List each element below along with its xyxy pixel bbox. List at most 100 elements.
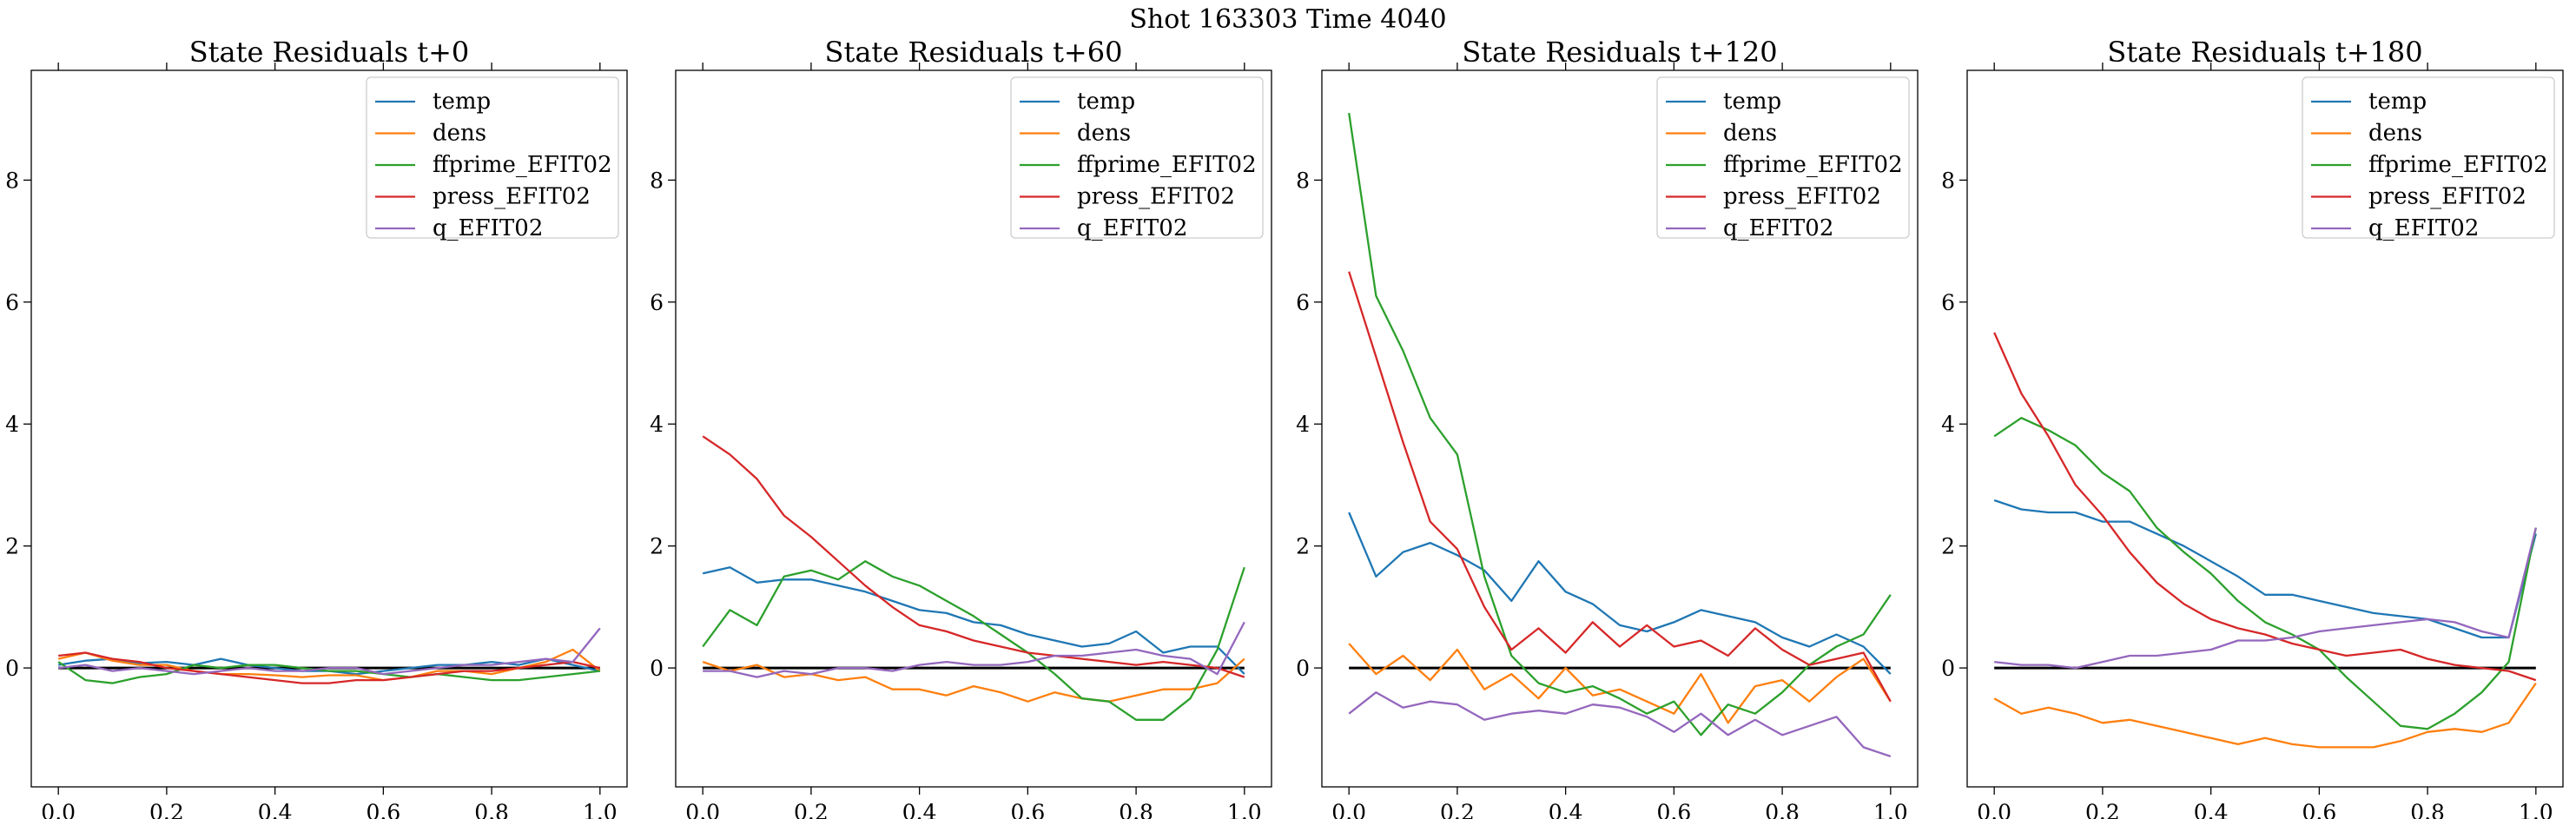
panels: State Residuals t+0 0.0 0.2 0.4 0.6 0.8 1.0 0 2 4… (5, 36, 2564, 819)
x-tick-label: 0.8 (1765, 800, 1800, 819)
axes-frame (675, 69, 1272, 788)
legend-box (2302, 76, 2555, 239)
subplot-1: State Residuals t+60 0.0 0.2 0.4 0.6 0.8 1.0 0 2… (650, 36, 1272, 819)
y-tick-label: 6 (1941, 290, 1955, 315)
legend-label: q_EFIT02 (1077, 215, 1187, 241)
y-tick-label: 0 (1941, 656, 1955, 681)
series-line-q_EFIT02 (1994, 527, 2537, 670)
x-tick-label: 0.8 (474, 800, 509, 819)
x-tick-label: 0.8 (2410, 800, 2445, 819)
x-tick-label: 0.6 (1010, 800, 1045, 819)
legend-box (1656, 76, 1910, 239)
subplot-0: State Residuals t+0 0.0 0.2 0.4 0.6 0.8 1.0 0 2 4… (5, 36, 628, 819)
x-tick-label: 0.2 (794, 800, 829, 819)
y-tick-label: 4 (650, 412, 664, 437)
y-tick-label: 4 (1941, 412, 1955, 437)
series-line-press_EFIT02 (58, 651, 601, 684)
legend: temp dens ffprime_EFIT02 press_EFIT02 q_EFIT… (1656, 76, 1910, 241)
y-tick-label: 4 (5, 412, 19, 437)
x-tick-label: 1.0 (2519, 800, 2553, 819)
x-tick-label: 0.0 (685, 800, 720, 819)
x-tick-label: 0.4 (2194, 800, 2229, 819)
legend: temp dens ffprime_EFIT02 press_EFIT02 q_EFIT… (366, 76, 619, 241)
x-tick-label: 1.0 (583, 800, 618, 819)
x-tick-label: 0.4 (1549, 800, 1583, 819)
y-tick-label: 8 (1941, 168, 1955, 193)
x-tick-label: 0.6 (366, 800, 400, 819)
subplot-title: State Residuals t+120 (1462, 36, 1777, 69)
y-tick-label: 6 (5, 290, 19, 315)
legend: temp dens ffprime_EFIT02 press_EFIT02 q_EFIT… (1010, 76, 1264, 241)
figure-suptitle: Shot 163303 Time 4040 (1129, 4, 1446, 35)
series-line-q_EFIT02 (58, 627, 601, 676)
legend: temp dens ffprime_EFIT02 press_EFIT02 q_EFIT… (2302, 76, 2555, 241)
x-tick-label: 0.6 (1656, 800, 1691, 819)
subplot-3: State Residuals t+180 0.0 0.2 0.4 0.6 0.8 1.0 0… (1941, 36, 2564, 819)
x-tick-label: 0.0 (41, 800, 76, 819)
series-line-press_EFIT02 (1993, 332, 2537, 682)
x-tick-label: 0.2 (2085, 800, 2120, 819)
legend-label: press_EFIT02 (433, 184, 591, 210)
legend-box (366, 76, 619, 239)
legend-label: temp (433, 89, 491, 115)
axes-frame (30, 69, 628, 788)
subplot-2: State Residuals t+120 0.0 0.2 0.4 0.6 0.8 1.0 0… (1296, 36, 1919, 819)
y-tick-label: 0 (1296, 656, 1310, 681)
series-line-q_EFIT02 (703, 621, 1245, 678)
series-line-press_EFIT02 (702, 435, 1245, 678)
series-line-press_EFIT02 (1348, 271, 1892, 703)
legend-label: q_EFIT02 (2368, 215, 2479, 241)
subplot-title: State Residuals t+180 (2107, 36, 2422, 69)
series-line-ffprime_EFIT02 (1348, 112, 1892, 736)
series-line-temp (1993, 499, 2537, 639)
series-line-ffprime_EFIT02 (702, 560, 1245, 721)
y-tick-label: 0 (650, 656, 664, 681)
x-tick-label: 0.0 (1331, 800, 1366, 819)
y-tick-label: 0 (5, 656, 19, 681)
series-line-ffprime_EFIT02 (1993, 417, 2537, 730)
series-line-dens (702, 657, 1245, 703)
legend-label: press_EFIT02 (1077, 184, 1235, 210)
legend-label: dens (1723, 121, 1777, 147)
legend-label: q_EFIT02 (433, 215, 543, 241)
series-line-ffprime_EFIT02 (57, 661, 600, 684)
legend-label: temp (2368, 89, 2427, 115)
legend-label: temp (1723, 89, 1781, 115)
subplot-title: State Residuals t+0 (189, 36, 470, 69)
x-tick-label: 0.2 (1440, 800, 1475, 819)
legend-box (1010, 76, 1264, 239)
series-line-dens (1348, 643, 1892, 724)
legend-label: ffprime_EFIT02 (1077, 152, 1257, 178)
legend-label: press_EFIT02 (2368, 184, 2526, 210)
y-tick-label: 6 (1296, 290, 1310, 315)
legend-label: ffprime_EFIT02 (1723, 152, 1903, 178)
y-tick-label: 2 (650, 534, 664, 559)
series-line-q_EFIT02 (1348, 691, 1892, 757)
legend-label: dens (1077, 121, 1131, 147)
legend-label: press_EFIT02 (1723, 184, 1881, 210)
axes-frame (1966, 69, 2564, 788)
legend-label: dens (433, 121, 486, 147)
y-tick-label: 6 (650, 290, 664, 315)
subplot-title: State Residuals t+60 (825, 36, 1123, 69)
x-tick-label: 0.6 (2302, 800, 2336, 819)
x-tick-label: 1.0 (1227, 800, 1262, 819)
y-tick-label: 8 (5, 168, 19, 193)
x-tick-label: 0.2 (149, 800, 184, 819)
x-tick-label: 0.0 (1977, 800, 2011, 819)
y-tick-label: 8 (1296, 168, 1310, 193)
x-tick-label: 0.8 (1119, 800, 1153, 819)
y-tick-label: 4 (1296, 412, 1310, 437)
axes-frame (1321, 69, 1919, 788)
series-line-temp (1348, 512, 1892, 675)
series-line-temp (702, 566, 1245, 675)
legend-label: ffprime_EFIT02 (2368, 152, 2548, 178)
x-tick-label: 0.4 (902, 800, 937, 819)
y-tick-label: 2 (1941, 534, 1955, 559)
legend-label: q_EFIT02 (1723, 215, 1833, 241)
x-tick-label: 0.4 (258, 800, 293, 819)
y-tick-label: 2 (1296, 534, 1310, 559)
y-tick-label: 2 (5, 534, 19, 559)
legend-label: ffprime_EFIT02 (433, 152, 612, 178)
